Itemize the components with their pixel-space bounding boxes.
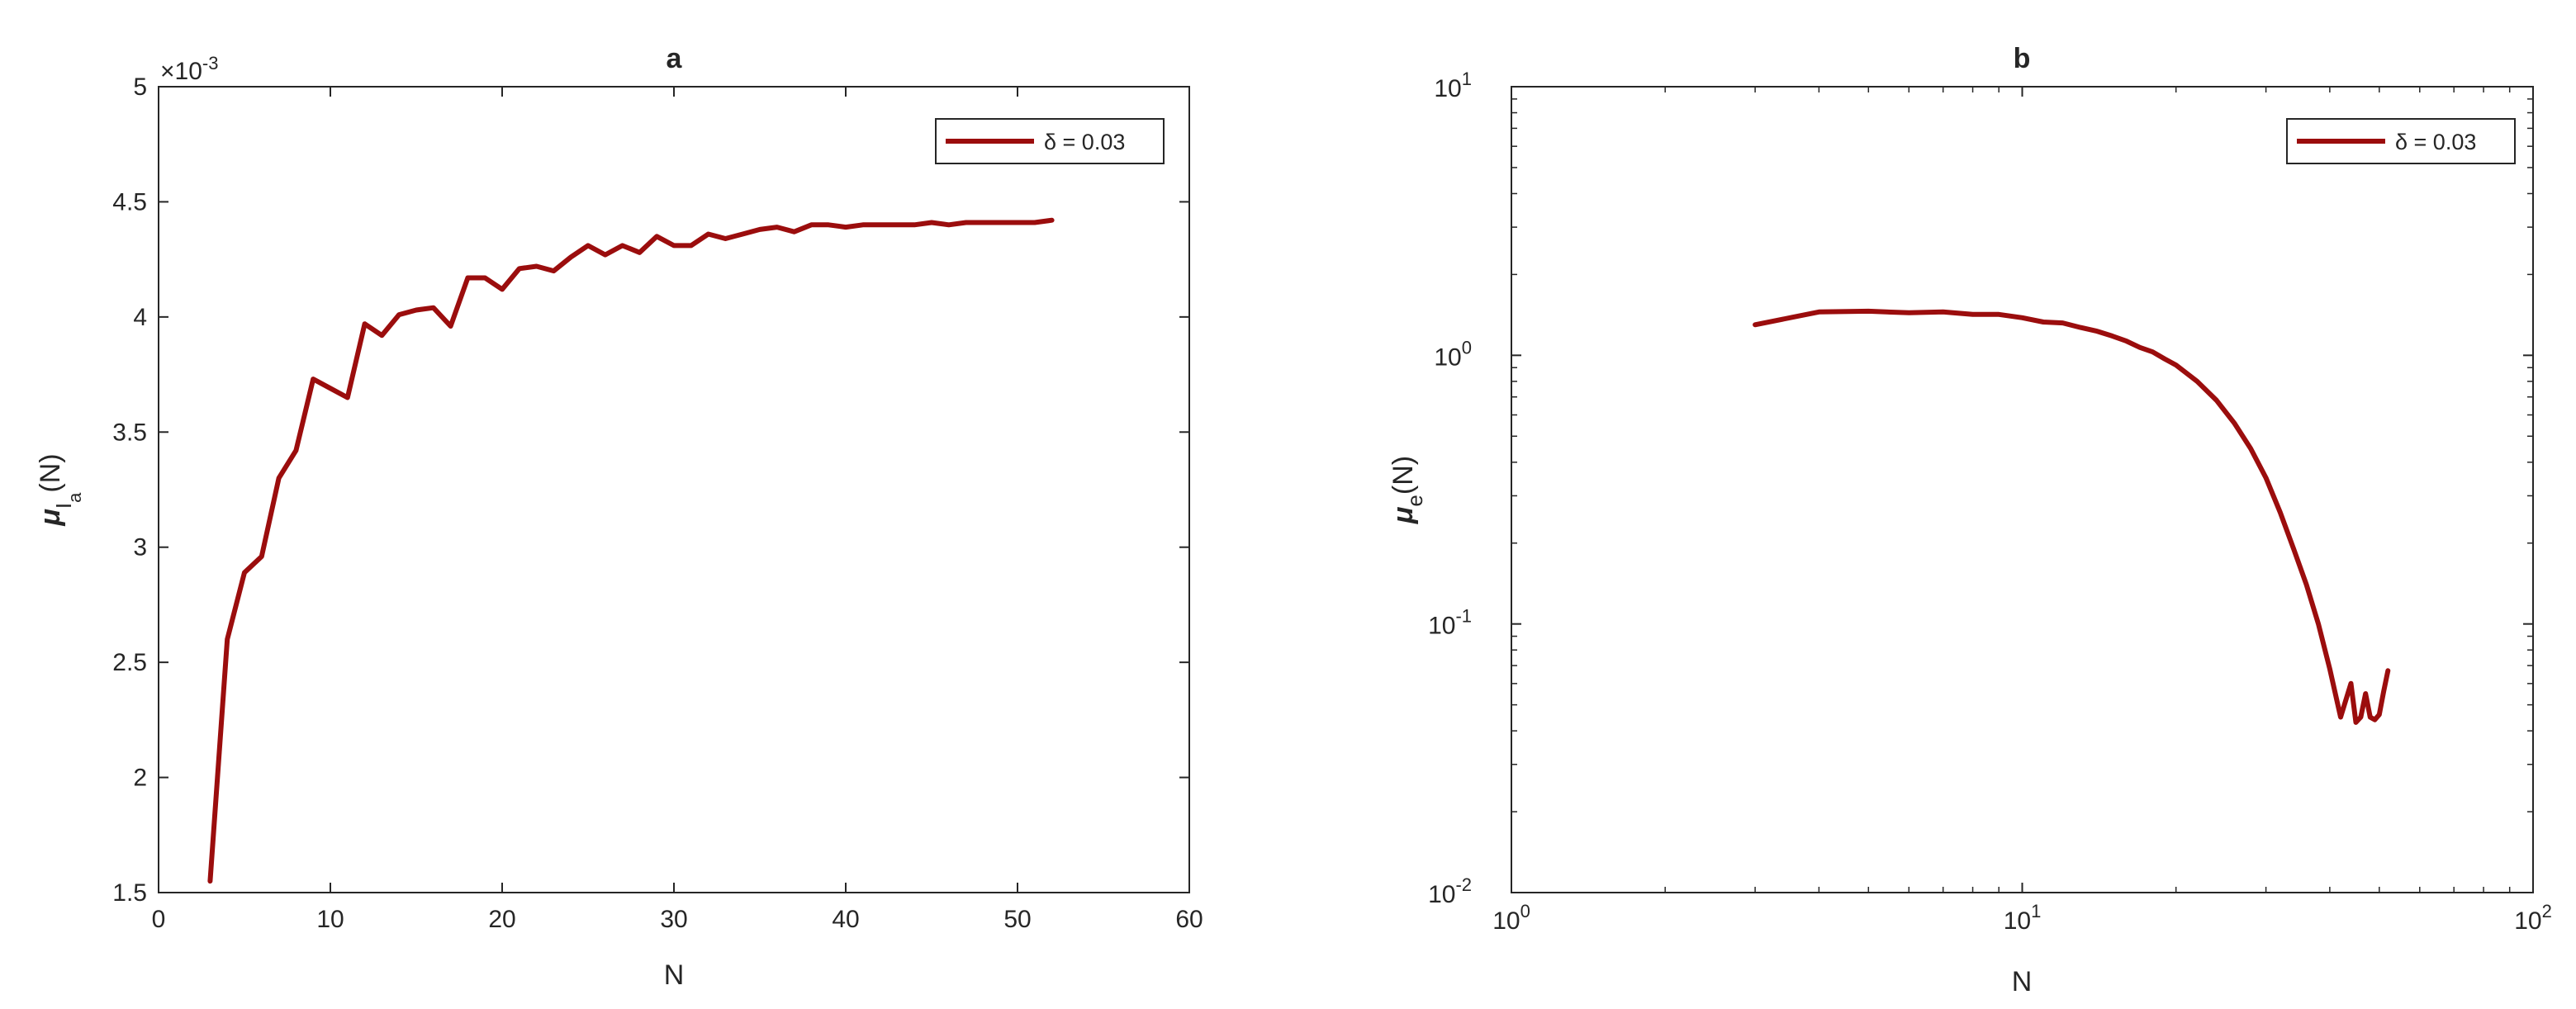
panel-b-legend-label: δ = 0.03 bbox=[2395, 130, 2476, 154]
panel-a: a 0 10 20 30 40 50 60 1.5 2 2.5 3 3.5 4 4.5 5 ×10-3 N… bbox=[35, 43, 1203, 991]
panel-a-series-line bbox=[207, 217, 1055, 884]
panel-a-y-tick-label: 4 bbox=[133, 304, 147, 331]
panel-a-y-tick-label: 4.5 bbox=[112, 188, 147, 216]
panel-b-y-tick-label: 10-1 bbox=[1428, 606, 1472, 640]
panel-b-y-ticks: 10-2 10-1 100 101 bbox=[1428, 69, 2533, 908]
panel-b-y-tick-label: 10-2 bbox=[1428, 874, 1472, 908]
panel-a-x-ticks: 0 10 20 30 40 50 60 bbox=[152, 87, 1203, 933]
panel-b-y-tick-label: 101 bbox=[1434, 69, 1472, 102]
panel-a-x-tick-label: 40 bbox=[832, 906, 859, 933]
panel-b-x-tick-label: 102 bbox=[2514, 901, 2552, 935]
panel-a-y-tick-label: 2 bbox=[133, 765, 147, 792]
panel-a-y-tick-label: 3.5 bbox=[112, 419, 147, 446]
panel-a-y-tick-label: 5 bbox=[133, 73, 147, 101]
panel-b-legend: δ = 0.03 bbox=[2286, 118, 2516, 164]
panel-a-y-ticks: 1.5 2 2.5 3 3.5 4 4.5 5 bbox=[112, 73, 1189, 907]
panel-b-title: b bbox=[2014, 43, 2031, 74]
panel-a-x-tick-label: 0 bbox=[152, 906, 166, 933]
panel-a-x-tick-label: 30 bbox=[660, 906, 687, 933]
panel-a-legend-label: δ = 0.03 bbox=[1044, 130, 1125, 154]
panel-a-x-tick-label: 50 bbox=[1003, 906, 1031, 933]
panel-a-y-tick-label: 1.5 bbox=[112, 879, 147, 907]
panel-a-x-label: N bbox=[664, 959, 685, 991]
panel-a-y-tick-label: 2.5 bbox=[112, 649, 147, 676]
panel-a-x-tick-label: 10 bbox=[316, 906, 344, 933]
panel-a-y-exponent: ×10-3 bbox=[160, 53, 218, 85]
panel-b-x-tick-label: 100 bbox=[1492, 901, 1530, 935]
panel-b-x-tick-label: 101 bbox=[2004, 901, 2042, 935]
panel-a-legend: δ = 0.03 bbox=[935, 118, 1165, 164]
panel-a-x-tick-label: 60 bbox=[1175, 906, 1203, 933]
panel-a-title: a bbox=[667, 43, 683, 74]
panel-b: b 100 101 102 10-2 10-1 100 101 N μe(N) δ = 0… bbox=[1388, 43, 2552, 997]
panel-b-x-ticks: 100 101 102 bbox=[1492, 87, 2552, 935]
panel-a-x-tick-label: 20 bbox=[488, 906, 515, 933]
panel-b-series-line bbox=[1753, 308, 2391, 725]
panel-b-x-label: N bbox=[2012, 966, 2033, 997]
panel-a-y-label: μIa(N) bbox=[35, 453, 85, 526]
panel-b-y-label: μe(N) bbox=[1388, 456, 1427, 524]
panel-b-y-tick-label: 100 bbox=[1434, 337, 1472, 371]
panel-a-y-tick-label: 3 bbox=[133, 534, 147, 561]
